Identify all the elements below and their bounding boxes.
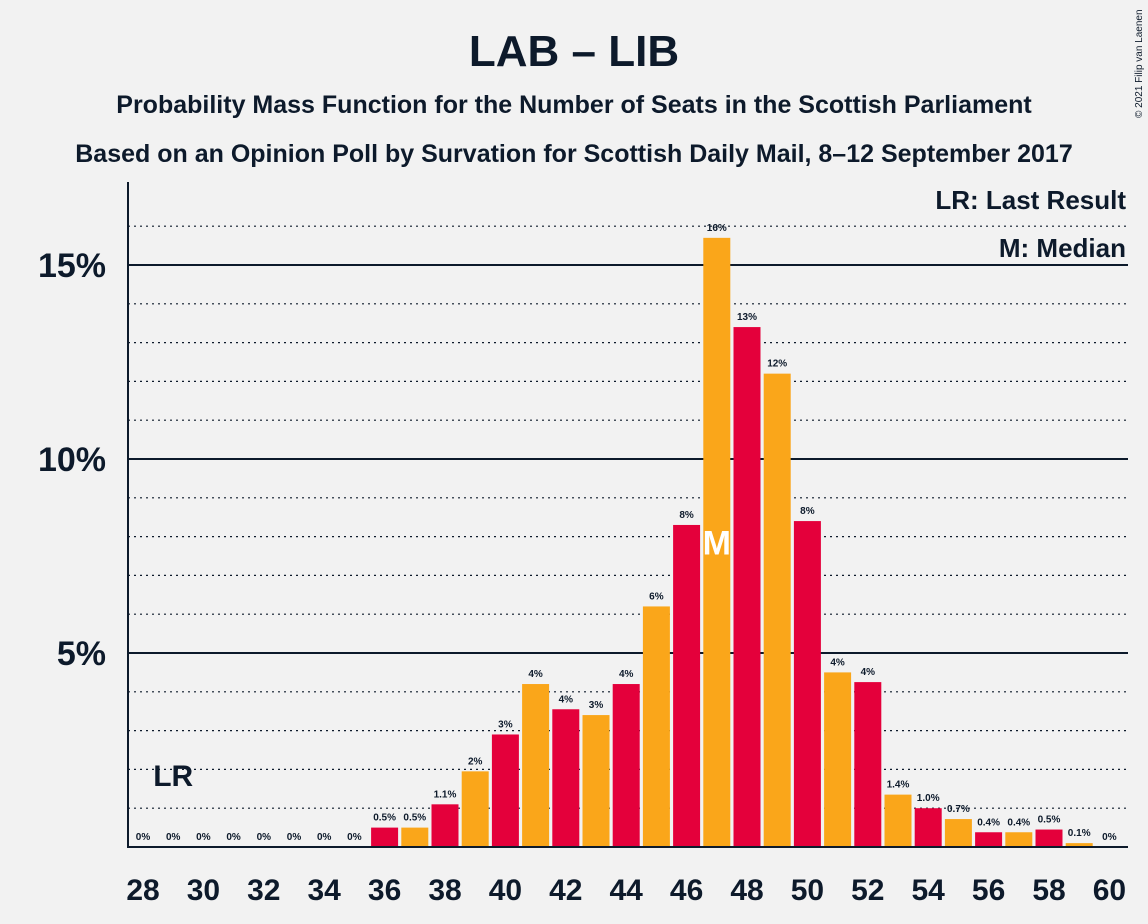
data-labels: 0% 0% 0% 0% 0% 0% 0% 0% 0.5% 0.5% 1.1% 2% 3% 4% 4% 3% 4%… — [136, 223, 1117, 843]
x-tick-label: 42 — [549, 874, 582, 907]
bar-seat-36 — [371, 827, 399, 847]
data-label-seat-31: 0% — [226, 832, 241, 843]
bar-seat-58 — [1035, 829, 1063, 847]
data-label-seat-45: 6% — [649, 591, 664, 602]
bar-seat-39 — [461, 771, 489, 847]
x-tick-label: 56 — [972, 874, 1005, 907]
x-tick-label: 38 — [428, 874, 461, 907]
data-label-seat-38: 1.1% — [434, 789, 457, 800]
legend-median: M: Median — [999, 233, 1126, 263]
chart-subtitle-2: Based on an Opinion Poll by Survation fo… — [75, 140, 1073, 168]
data-label-seat-39: 2% — [468, 756, 483, 767]
bar-seat-57 — [1005, 832, 1033, 847]
bar-seat-46 — [673, 524, 701, 847]
data-label-seat-48: 13% — [737, 312, 757, 323]
data-label-seat-37: 0.5% — [403, 813, 426, 824]
data-label-seat-49: 12% — [767, 359, 787, 370]
data-label-seat-57: 0.4% — [1007, 817, 1030, 828]
x-tick-label: 36 — [368, 874, 401, 907]
bar-seat-41 — [522, 684, 550, 847]
bar-seat-47 — [703, 237, 731, 848]
data-label-seat-46: 8% — [679, 510, 694, 521]
bar-seat-42 — [552, 709, 580, 847]
data-label-seat-34: 0% — [317, 832, 332, 843]
data-label-seat-59: 0.1% — [1068, 828, 1091, 839]
copyright-note: © 2021 Filip van Laenen — [1134, 9, 1145, 118]
x-tick-label: 54 — [912, 874, 946, 907]
y-tick-label: 5% — [57, 635, 106, 673]
bar-seat-54 — [914, 808, 942, 847]
data-label-seat-29: 0% — [166, 832, 181, 843]
bar-seat-44 — [612, 684, 640, 847]
bars — [371, 237, 1093, 848]
data-label-seat-43: 3% — [589, 700, 604, 711]
data-label-seat-40: 3% — [498, 719, 513, 730]
x-tick-label: 28 — [126, 874, 159, 907]
bar-seat-43 — [582, 715, 610, 847]
x-tick-label: 40 — [489, 874, 522, 907]
bar-seat-38 — [431, 804, 459, 847]
data-label-seat-41: 4% — [528, 669, 543, 680]
x-tick-label: 50 — [791, 874, 824, 907]
bar-seat-48 — [733, 327, 761, 848]
data-label-seat-42: 4% — [559, 694, 574, 705]
data-label-seat-44: 4% — [619, 669, 634, 680]
data-label-seat-33: 0% — [287, 832, 302, 843]
data-label-seat-52: 4% — [861, 667, 876, 678]
data-label-seat-35: 0% — [347, 832, 362, 843]
x-tick-label: 60 — [1093, 874, 1126, 907]
last-result-marker: LR — [153, 760, 193, 793]
data-label-seat-60: 0% — [1102, 832, 1117, 843]
x-tick-label: 46 — [670, 874, 703, 907]
bar-seat-40 — [491, 734, 519, 847]
bar-seat-45 — [642, 606, 670, 847]
data-label-seat-58: 0.5% — [1038, 815, 1061, 826]
x-tick-label: 34 — [308, 874, 342, 907]
x-tick-label: 48 — [730, 874, 763, 907]
bar-seat-53 — [884, 794, 912, 847]
bar-seat-50 — [793, 521, 821, 847]
y-tick-label: 15% — [38, 247, 106, 285]
x-tick-label: 52 — [851, 874, 884, 907]
data-label-seat-56: 0.4% — [977, 817, 1000, 828]
bar-seat-55 — [944, 819, 972, 847]
chart-subtitle-1: Probability Mass Function for the Number… — [116, 91, 1032, 119]
bar-seat-49 — [763, 373, 791, 847]
data-label-seat-30: 0% — [196, 832, 211, 843]
x-tick-label: 44 — [610, 874, 644, 907]
data-label-seat-32: 0% — [257, 832, 272, 843]
bar-seat-37 — [401, 827, 429, 847]
data-label-seat-36: 0.5% — [373, 813, 396, 824]
chart-title: LAB – LIB — [469, 27, 679, 76]
bar-seat-51 — [824, 672, 852, 847]
data-label-seat-47: 16% — [707, 223, 727, 234]
x-tick-label: 30 — [187, 874, 220, 907]
data-label-seat-50: 8% — [800, 506, 815, 517]
bar-seat-59 — [1065, 843, 1093, 847]
x-tick-label: 58 — [1032, 874, 1065, 907]
bar-seat-52 — [854, 682, 882, 847]
data-label-seat-51: 4% — [830, 657, 845, 668]
y-axis-ticks: 5% 10% 15% — [38, 247, 106, 673]
bar-seat-56 — [975, 832, 1003, 847]
data-label-seat-55: 0.7% — [947, 804, 970, 815]
data-label-seat-28: 0% — [136, 832, 151, 843]
median-marker: M — [703, 524, 731, 562]
y-tick-label: 10% — [38, 441, 106, 479]
data-label-seat-53: 1.4% — [887, 780, 910, 791]
x-tick-label: 32 — [247, 874, 280, 907]
legend-last-result: LR: Last Result — [935, 185, 1126, 215]
x-axis-ticks: 28 30 32 34 36 38 40 42 44 46 48 50 52 54 56 58 60 — [126, 874, 1126, 907]
data-label-seat-54: 1.0% — [917, 793, 940, 804]
